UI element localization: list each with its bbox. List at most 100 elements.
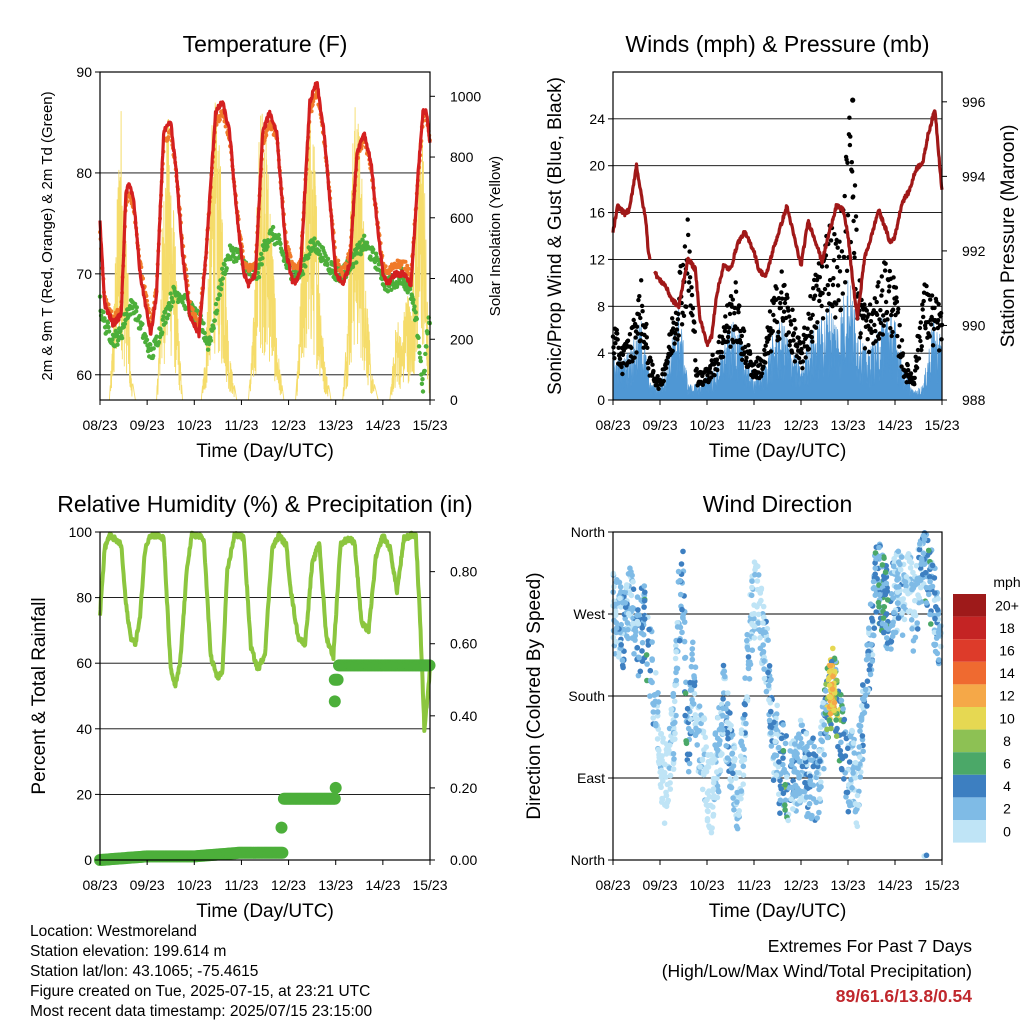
- direction-point: [857, 728, 863, 734]
- temp9m-point: [166, 135, 171, 140]
- gust-point: [923, 326, 928, 331]
- direction-point: [804, 784, 810, 790]
- direction-point: [871, 625, 878, 631]
- gust-point: [887, 268, 892, 274]
- colorbar-swatch: [953, 820, 986, 843]
- gust-point: [912, 375, 917, 381]
- gust-point: [636, 297, 641, 303]
- x-tick-label: 10/23: [177, 417, 212, 433]
- gust-point: [768, 326, 773, 331]
- direction-point: [821, 751, 827, 758]
- direction-point: [858, 703, 865, 709]
- gust-point: [799, 350, 805, 356]
- gust-point: [770, 329, 775, 334]
- gust-point: [868, 319, 874, 324]
- direction-point: [899, 610, 905, 616]
- direction-point: [766, 663, 773, 669]
- gust-point: [644, 335, 649, 340]
- gust-point: [646, 366, 651, 371]
- gust-point: [776, 329, 781, 335]
- gust-point: [757, 362, 763, 367]
- gust-point: [874, 299, 879, 305]
- gust-point: [931, 326, 937, 332]
- gust-point: [726, 329, 731, 335]
- colorbar-swatch: [953, 661, 986, 685]
- direction-point: [831, 668, 838, 675]
- direction-point: [704, 808, 711, 814]
- direction-point: [650, 709, 657, 715]
- direction-point: [645, 642, 652, 648]
- direction-point: [745, 654, 752, 660]
- y-tick-label: North: [571, 852, 605, 868]
- gust-point: [836, 298, 841, 303]
- dewpoint-point: [134, 305, 139, 310]
- direction-point: [820, 699, 826, 706]
- gust-point: [833, 241, 838, 246]
- gust-point: [879, 293, 884, 298]
- direction-point: [817, 758, 823, 764]
- dewpoint-point: [281, 251, 286, 256]
- gust-point: [736, 310, 741, 315]
- direction-point: [668, 711, 675, 717]
- direction-point: [692, 664, 699, 670]
- direction-point: [869, 618, 876, 624]
- y2-axis-label: Solar Insolation (Yellow): [487, 156, 504, 316]
- direction-point: [658, 731, 664, 737]
- temp9m-point: [264, 133, 269, 138]
- direction-point: [910, 611, 917, 618]
- dewpoint-point: [418, 355, 423, 360]
- direction-point: [730, 795, 736, 801]
- direction-point: [901, 616, 908, 623]
- dewpoint-point: [205, 347, 211, 352]
- direction-point: [885, 626, 891, 632]
- x-axis-label: Time (Day/UTC): [709, 441, 847, 462]
- y-tick-label: 80: [76, 165, 92, 181]
- gust-point: [687, 249, 692, 254]
- direction-point: [798, 740, 805, 747]
- direction-point: [856, 722, 862, 729]
- direction-point: [859, 733, 866, 739]
- direction-point: [846, 759, 853, 765]
- direction-point: [654, 709, 661, 715]
- direction-point: [783, 733, 789, 739]
- direction-point: [671, 698, 678, 705]
- temp9m-point: [217, 117, 222, 122]
- direction-point: [780, 790, 787, 797]
- dewpoint-point: [158, 326, 163, 332]
- direction-point: [661, 769, 668, 776]
- direction-point: [914, 626, 921, 632]
- gust-point: [920, 302, 925, 307]
- y-tick-label: North: [571, 524, 605, 540]
- direction-point: [760, 603, 767, 610]
- gust-point: [684, 304, 689, 309]
- gust-point: [828, 238, 834, 243]
- direction-point: [727, 783, 733, 790]
- direction-point: [816, 748, 823, 754]
- direction-point: [756, 600, 763, 607]
- gust-point: [709, 358, 714, 363]
- gust-point: [786, 308, 791, 313]
- direction-point: [808, 757, 814, 763]
- direction-point: [718, 752, 724, 758]
- direction-point: [734, 799, 740, 805]
- direction-point: [816, 809, 822, 816]
- gust-point: [788, 319, 793, 324]
- gust-point: [693, 358, 698, 363]
- direction-point: [741, 701, 748, 707]
- direction-point: [854, 823, 861, 830]
- gust-point: [728, 294, 734, 299]
- x-tick-label: 12/23: [783, 417, 818, 433]
- direction-point: [870, 632, 876, 638]
- direction-point: [656, 751, 662, 758]
- gust-point: [756, 370, 761, 375]
- direction-point: [659, 795, 665, 802]
- direction-point: [703, 802, 710, 808]
- dewpoint-point: [317, 252, 323, 257]
- gust-point: [732, 305, 737, 311]
- gust-point: [800, 359, 806, 364]
- direction-point: [677, 591, 684, 598]
- temp9m-point: [403, 259, 408, 264]
- gust-point: [926, 292, 931, 298]
- gust-point: [651, 368, 656, 374]
- x-tick-label: 10/23: [177, 877, 212, 893]
